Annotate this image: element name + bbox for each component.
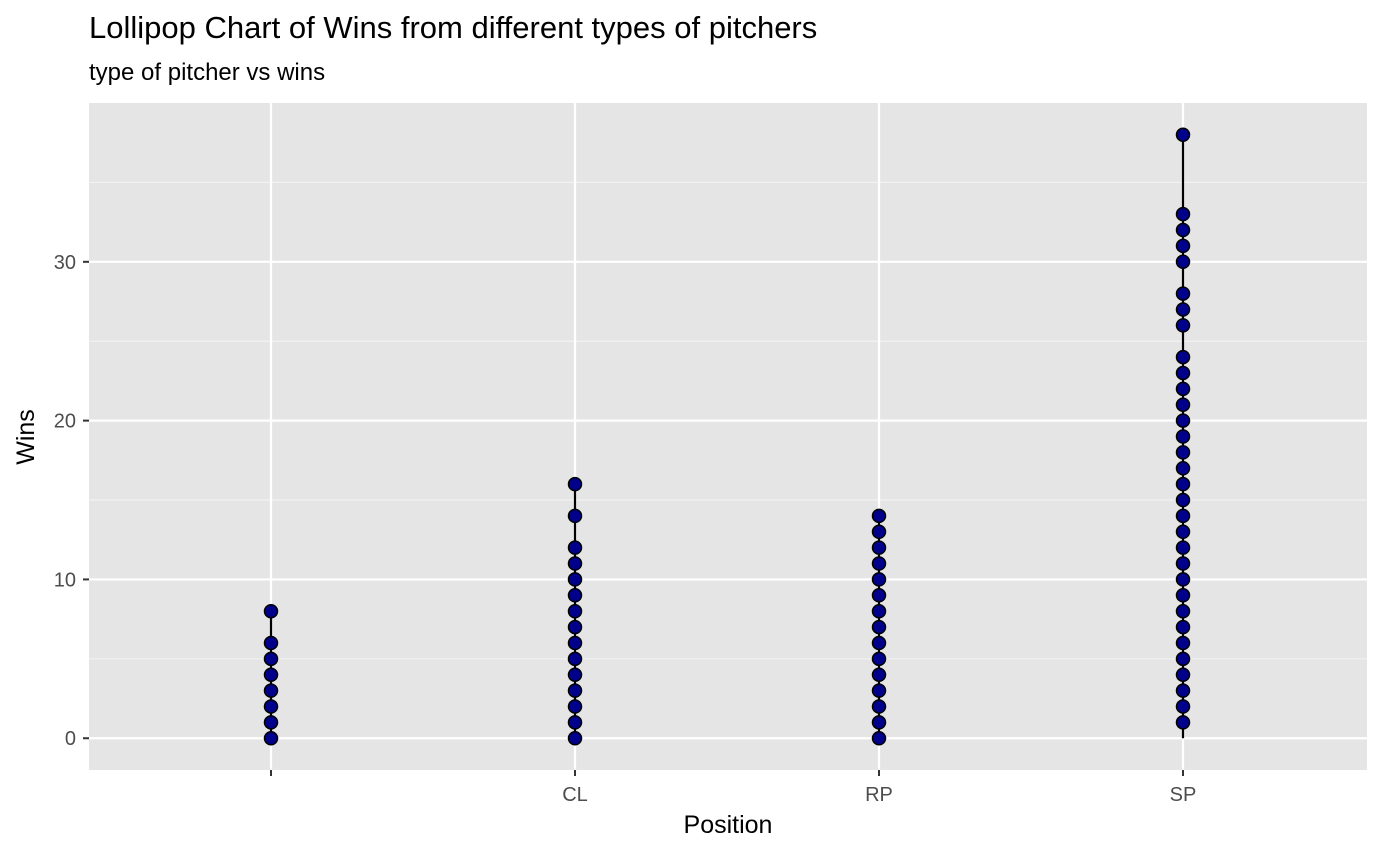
lollipop-point: [1175, 492, 1191, 508]
lollipop-point: [263, 730, 279, 746]
lollipop-point: [567, 572, 583, 587]
lollipop-point: [1175, 715, 1191, 730]
lollipop-point: [1175, 683, 1191, 698]
lollipop-point: [1175, 254, 1191, 270]
lollipop-point: [567, 683, 583, 698]
lollipop-point: [263, 603, 279, 619]
lollipop-point: [1175, 635, 1191, 651]
lollipop-point: [1175, 318, 1191, 333]
lollipop-point: [1175, 206, 1191, 222]
lollipop-point: [567, 715, 583, 730]
lollipop-point: [1175, 397, 1191, 412]
lollipop-point: [1175, 476, 1191, 492]
lollipop-point: [263, 683, 279, 698]
lollipop-point: [871, 683, 887, 698]
plot-panel: [89, 103, 1367, 770]
lollipop-point: [871, 572, 887, 587]
x-tick-label: SP: [1170, 784, 1197, 806]
lollipop-point: [567, 556, 583, 571]
lollipop-point: [1175, 619, 1191, 635]
lollipop-point: [871, 699, 887, 714]
lollipop-point: [567, 476, 583, 492]
lollipop-point: [1175, 603, 1191, 619]
lollipop-point: [1175, 349, 1191, 365]
axes: 0 10 20 30 CL RP SP: [54, 252, 1197, 806]
y-tick-label: 10: [54, 569, 76, 591]
lollipop-point: [567, 651, 583, 667]
lollipop-point: [1175, 413, 1191, 428]
lollipop-point: [1175, 508, 1191, 524]
lollipop-point: [1175, 572, 1191, 587]
lollipop-point: [1175, 381, 1191, 397]
lollipop-point: [1175, 238, 1191, 254]
lollipop-point: [1175, 127, 1191, 143]
chart-title: Lollipop Chart of Wins from different ty…: [89, 10, 818, 45]
lollipop-point: [1175, 222, 1191, 238]
lollipop-point: [1175, 540, 1191, 555]
lollipop-point: [263, 635, 279, 651]
x-tick-label: CL: [562, 784, 588, 806]
lollipop-point: [1175, 445, 1191, 460]
lollipop-point: [263, 651, 279, 667]
lollipop-points: [263, 127, 1191, 746]
lollipop-point: [567, 699, 583, 714]
lollipop-point: [1175, 588, 1191, 603]
lollipop-point: [1175, 667, 1191, 682]
lollipop-point: [871, 715, 887, 730]
lollipop-point: [1175, 365, 1191, 381]
lollipop-point: [263, 715, 279, 730]
lollipop-point: [871, 508, 887, 524]
lollipop-point: [871, 540, 887, 555]
lollipop-point: [263, 699, 279, 714]
lollipop-point: [1175, 286, 1191, 301]
lollipop-point: [567, 730, 583, 746]
lollipop-point: [871, 556, 887, 571]
lollipop-point: [263, 667, 279, 682]
lollipop-point: [567, 508, 583, 524]
y-tick-label: 0: [65, 728, 76, 750]
lollipop-point: [871, 651, 887, 667]
lollipop-point: [567, 619, 583, 635]
lollipop-point: [567, 603, 583, 619]
x-tick-label: RP: [865, 784, 893, 806]
lollipop-point: [1175, 699, 1191, 714]
lollipop-point: [871, 524, 887, 540]
lollipop-point: [1175, 524, 1191, 540]
lollipop-point: [1175, 651, 1191, 667]
lollipop-point: [871, 588, 887, 603]
y-tick-label: 30: [54, 252, 76, 274]
lollipop-point: [1175, 302, 1191, 317]
y-axis-title: Wins: [12, 409, 40, 465]
lollipop-point: [567, 635, 583, 651]
x-axis-title: Position: [684, 811, 773, 839]
lollipop-point: [871, 603, 887, 619]
lollipop-point: [1175, 429, 1191, 444]
lollipop-point: [871, 730, 887, 746]
lollipop-point: [1175, 461, 1191, 476]
lollipop-point: [1175, 556, 1191, 571]
y-tick-label: 20: [54, 411, 76, 433]
lollipop-point: [871, 667, 887, 682]
lollipop-point: [567, 540, 583, 555]
lollipop-point: [567, 588, 583, 603]
lollipop-point: [871, 619, 887, 635]
lollipop-point: [567, 667, 583, 682]
lollipop-point: [871, 635, 887, 651]
chart-subtitle: type of pitcher vs wins: [89, 59, 326, 86]
